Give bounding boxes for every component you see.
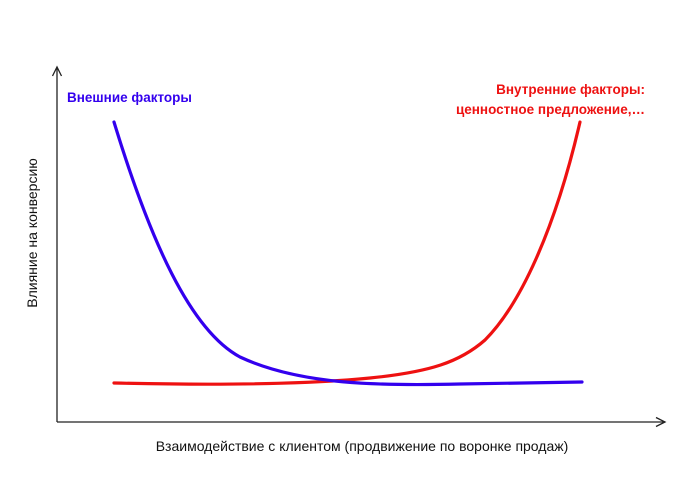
internal-factors-curve [112,120,582,386]
y-axis-label: Влияние на конверсию [24,158,40,308]
external-factors-curve [112,120,584,387]
y-axis-arrow [51,65,63,77]
x-axis-label: Взаимодействие с клиентом (продвижение п… [156,438,569,454]
internal-factors-label-line2: ценностное предложение,… [456,102,645,117]
x-axis-arrow [655,416,667,428]
internal-factors-label-line1: Внутренние факторы: [496,82,645,97]
external-factors-label: Внешние факторы [67,90,192,105]
